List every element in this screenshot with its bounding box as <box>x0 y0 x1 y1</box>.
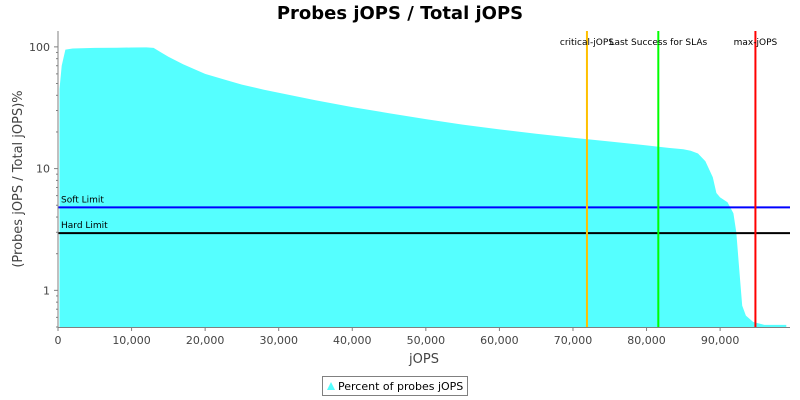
x-tick-label-3: 30,000 <box>259 334 298 347</box>
legend: Percent of probes jOPS <box>322 376 469 396</box>
x-tick-label-5: 50,000 <box>407 334 446 347</box>
legend-label: Percent of probes jOPS <box>338 379 464 393</box>
y-tick-label-1: 10 <box>36 163 50 176</box>
y-tick-label-2: 100 <box>29 41 50 54</box>
series-area-0 <box>59 47 787 328</box>
limit-label-1: Hard Limit <box>61 221 108 231</box>
x-axis-label: jOPS <box>408 352 439 367</box>
y-tick-label-0: 1 <box>43 284 50 297</box>
x-tick-label-8: 80,000 <box>627 334 666 347</box>
y-axis-label: (Probes jOPS / Total jOPS)% <box>11 90 26 267</box>
x-tick-label-7: 70,000 <box>554 334 593 347</box>
marker-label-2: max-jOPS <box>734 38 778 48</box>
x-tick-label-4: 40,000 <box>333 334 372 347</box>
marker-label-1: Last Success for SLAs <box>609 38 707 48</box>
x-tick-label-9: 90,000 <box>701 334 740 347</box>
marker-label-0: critical-jOPS <box>560 38 614 48</box>
limit-label-0: Soft Limit <box>61 195 104 205</box>
x-tick-label-2: 20,000 <box>186 334 225 347</box>
x-tick-label-0: 0 <box>55 334 62 347</box>
legend-swatch-icon <box>327 382 335 390</box>
x-tick-label-1: 10,000 <box>112 334 151 347</box>
x-tick-label-6: 60,000 <box>480 334 519 347</box>
chart-title: Probes jOPS / Total jOPS <box>276 3 524 24</box>
